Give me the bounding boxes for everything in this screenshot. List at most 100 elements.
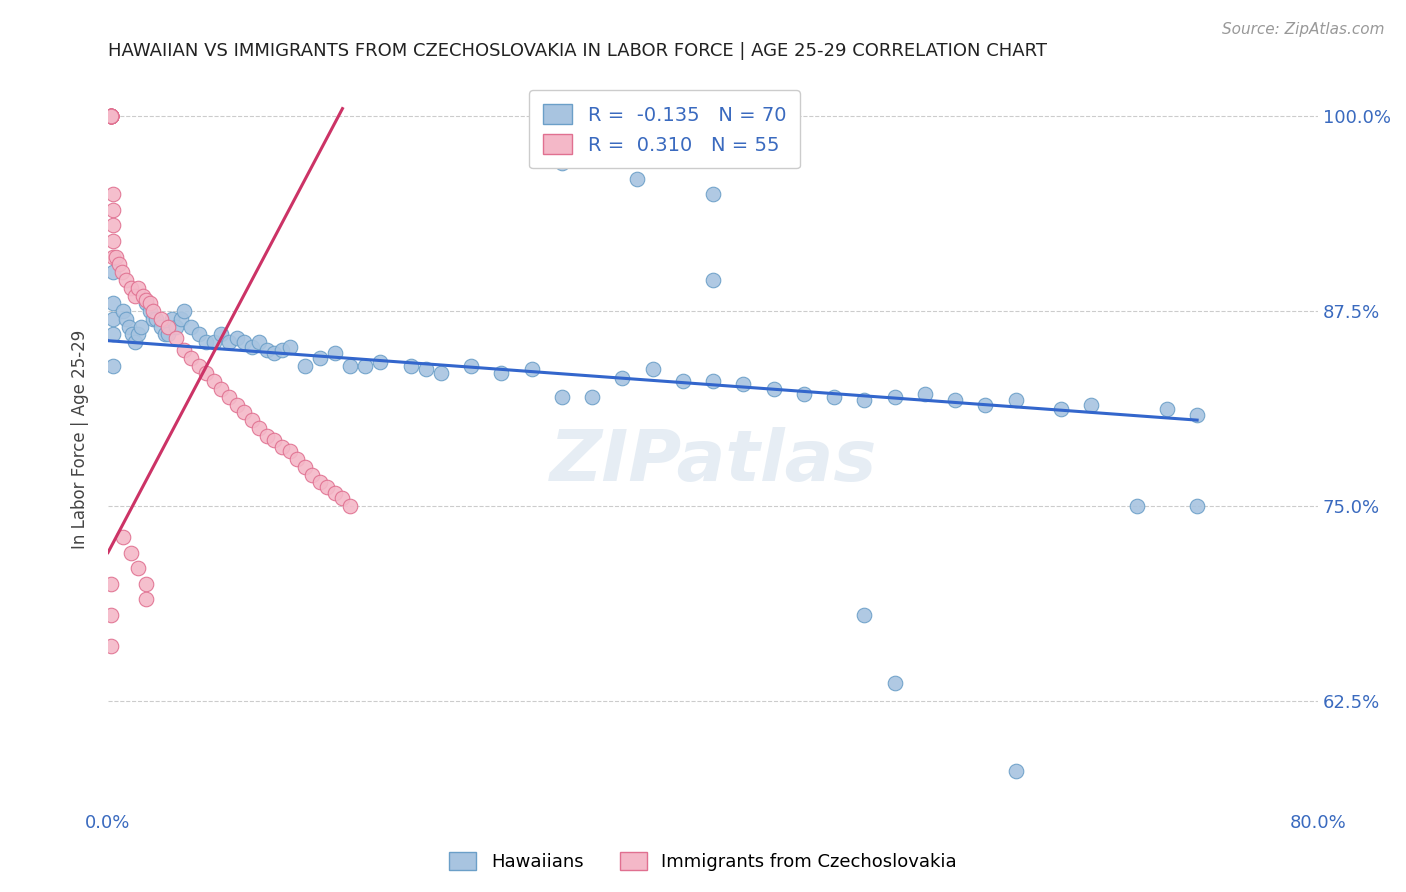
Point — [187, 359, 209, 373]
Point — [187, 327, 209, 342]
Point — [1080, 398, 1102, 412]
Point — [271, 440, 294, 454]
Point — [155, 327, 177, 342]
Point — [225, 398, 247, 412]
Point — [202, 374, 225, 388]
Point — [100, 607, 122, 622]
Point — [100, 109, 122, 123]
Point — [1156, 402, 1178, 417]
Point — [491, 367, 513, 381]
Point — [160, 311, 183, 326]
Legend: Hawaiians, Immigrants from Czechoslovakia: Hawaiians, Immigrants from Czechoslovaki… — [441, 845, 965, 879]
Point — [294, 459, 316, 474]
Y-axis label: In Labor Force | Age 25-29: In Labor Force | Age 25-29 — [72, 330, 89, 549]
Point — [107, 257, 129, 271]
Point — [853, 392, 876, 407]
Point — [974, 398, 997, 412]
Point — [233, 405, 256, 419]
Point — [120, 545, 142, 559]
Point — [101, 250, 124, 264]
Point — [301, 467, 323, 482]
Point — [1050, 402, 1073, 417]
Point — [195, 367, 218, 381]
Point — [104, 250, 127, 264]
Point — [120, 281, 142, 295]
Point — [209, 327, 232, 342]
Point — [247, 335, 270, 350]
Point — [112, 530, 135, 544]
Point — [1185, 409, 1208, 423]
Text: Source: ZipAtlas.com: Source: ZipAtlas.com — [1222, 22, 1385, 37]
Point — [323, 346, 346, 360]
Point — [101, 359, 124, 373]
Point — [100, 109, 122, 123]
Point — [165, 319, 187, 334]
Point — [173, 343, 195, 357]
Point — [135, 293, 157, 308]
Text: HAWAIIAN VS IMMIGRANTS FROM CZECHOSLOVAKIA IN LABOR FORCE | AGE 25-29 CORRELATIO: HAWAIIAN VS IMMIGRANTS FROM CZECHOSLOVAK… — [108, 42, 1047, 60]
Point — [240, 340, 263, 354]
Point — [149, 319, 172, 334]
Point — [240, 413, 263, 427]
Point — [278, 444, 301, 458]
Point — [145, 311, 167, 326]
Point — [672, 374, 695, 388]
Point — [129, 319, 152, 334]
Point — [101, 265, 124, 279]
Point — [195, 335, 218, 350]
Point — [1185, 499, 1208, 513]
Point — [100, 109, 122, 123]
Point — [139, 304, 162, 318]
Point — [263, 434, 285, 448]
Point — [101, 202, 124, 217]
Point — [294, 359, 316, 373]
Point — [641, 361, 664, 376]
Point — [233, 335, 256, 350]
Point — [135, 592, 157, 607]
Point — [612, 371, 634, 385]
Point — [339, 499, 361, 513]
Point — [100, 109, 122, 123]
Point — [100, 109, 122, 123]
Point — [762, 382, 785, 396]
Point — [793, 386, 815, 401]
Point — [256, 428, 278, 442]
Point — [823, 390, 845, 404]
Point — [256, 343, 278, 357]
Point — [169, 311, 191, 326]
Point — [149, 311, 172, 326]
Point — [218, 335, 240, 350]
Point — [316, 480, 339, 494]
Point — [368, 355, 391, 369]
Point — [127, 281, 149, 295]
Point — [225, 330, 247, 344]
Point — [100, 109, 122, 123]
Point — [101, 234, 124, 248]
Text: ZIPatlas: ZIPatlas — [550, 427, 877, 496]
Point — [127, 561, 149, 575]
Point — [157, 327, 180, 342]
Point — [115, 311, 138, 326]
Point — [702, 273, 724, 287]
Point — [100, 109, 122, 123]
Point — [110, 265, 132, 279]
Point — [118, 319, 141, 334]
Point — [271, 343, 294, 357]
Point — [1004, 392, 1026, 407]
Point — [551, 390, 574, 404]
Point — [100, 109, 122, 123]
Point — [308, 351, 330, 365]
Point — [308, 475, 330, 490]
Point — [142, 311, 165, 326]
Point — [100, 576, 122, 591]
Point — [112, 304, 135, 318]
Point — [853, 607, 876, 622]
Point — [460, 359, 482, 373]
Point — [173, 304, 195, 318]
Point — [285, 452, 308, 467]
Point — [1004, 764, 1026, 778]
Point — [101, 219, 124, 233]
Point — [115, 273, 138, 287]
Point — [520, 361, 543, 376]
Point — [883, 390, 905, 404]
